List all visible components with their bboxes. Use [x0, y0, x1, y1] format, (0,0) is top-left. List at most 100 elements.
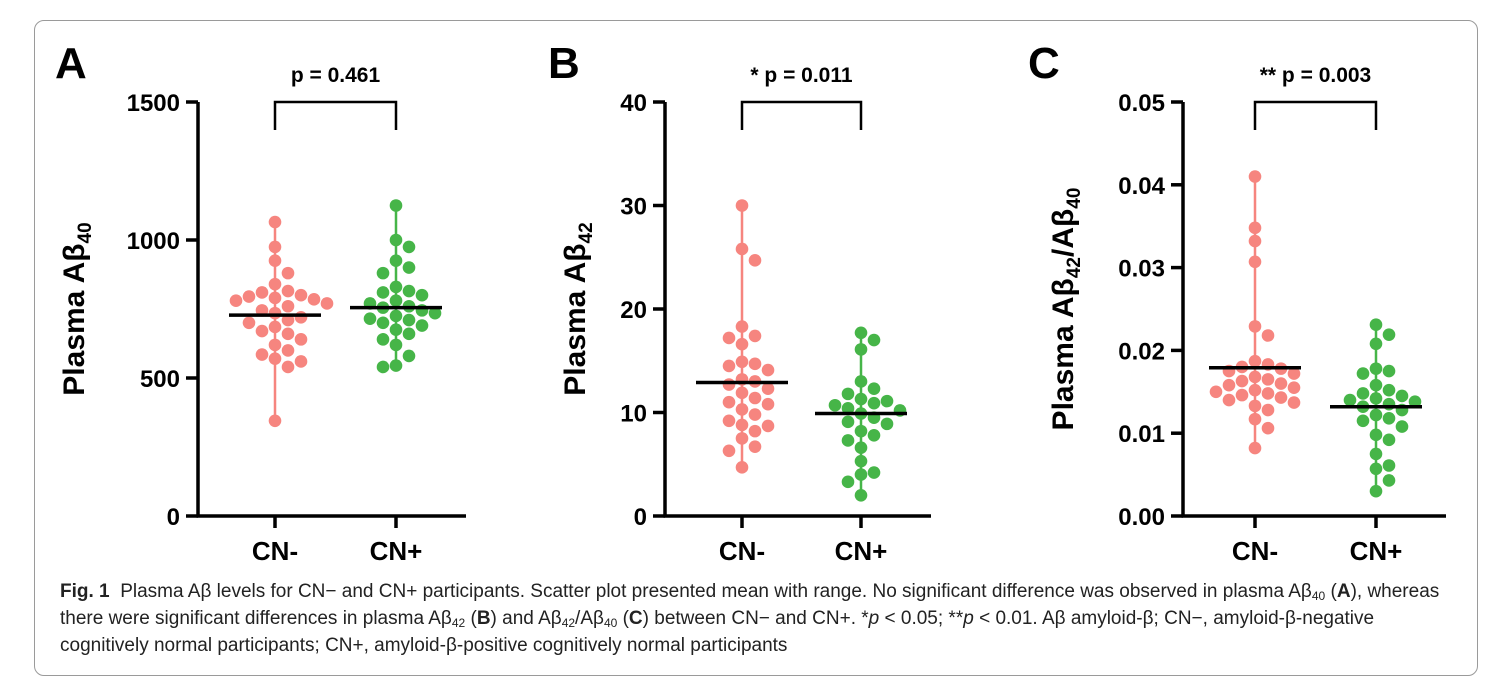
data-point	[389, 199, 403, 212]
y-tick-label: 10	[620, 401, 647, 428]
data-point	[1235, 374, 1249, 388]
caption-sub-42a: 42	[451, 616, 466, 630]
data-point	[722, 414, 736, 428]
data-point	[1369, 392, 1383, 405]
data-point	[255, 324, 269, 338]
data-point	[294, 310, 308, 324]
data-point	[735, 418, 749, 432]
data-point	[268, 291, 282, 305]
data-point	[841, 415, 855, 429]
data-point	[748, 391, 762, 405]
data-point	[854, 454, 868, 468]
caption-text-5: ) and Aβ	[490, 608, 562, 629]
data-point	[320, 297, 334, 310]
caption-p-1: p	[868, 608, 880, 629]
data-point	[722, 378, 736, 391]
data-point	[1369, 337, 1383, 351]
data-point	[1369, 362, 1383, 375]
y-tick-label: 0.00	[1118, 504, 1165, 531]
data-point	[1382, 364, 1396, 378]
data-point	[389, 338, 403, 352]
y-axis-label: Plasma Aβ40	[58, 222, 96, 395]
data-point	[281, 327, 295, 341]
panel-a: A 0 500 1000 1500 CN- CN+ Plasma Aβ40 p = 0.461	[55, 39, 466, 566]
caption-sub-40a: 40	[1311, 589, 1326, 603]
data-point	[854, 392, 868, 406]
panel-b: B 0 10 20 30 40 CN- CN+ Plasma Aβ42 * p = 0.011	[548, 39, 931, 566]
data-point	[841, 387, 855, 401]
panel-letter: B	[548, 39, 580, 88]
data-point	[281, 284, 295, 298]
y-tick-label: 1000	[127, 228, 180, 255]
data-point	[828, 398, 842, 412]
data-point	[748, 329, 762, 343]
data-point	[376, 360, 390, 374]
data-point	[376, 333, 390, 346]
data-point	[1248, 383, 1262, 397]
data-point	[255, 348, 269, 361]
x-tick-label: CN-	[719, 536, 765, 566]
data-point	[1248, 170, 1262, 183]
caption-panel-c: C	[628, 608, 643, 629]
data-point	[735, 320, 749, 333]
caption-text-2: (	[1325, 581, 1337, 602]
data-point	[735, 199, 749, 212]
data-point	[1287, 381, 1301, 394]
data-point	[402, 327, 416, 341]
data-point	[402, 261, 416, 274]
figure-frame	[34, 20, 1478, 676]
x-tick-label: CN+	[1350, 536, 1403, 566]
data-point	[229, 294, 243, 308]
data-point	[854, 343, 868, 356]
data-point	[854, 326, 868, 340]
data-point	[1222, 393, 1236, 407]
data-point	[1261, 421, 1275, 435]
data-point	[268, 254, 282, 267]
data-point	[268, 352, 282, 365]
data-point	[722, 359, 736, 373]
caption-sub-42b: 42	[561, 616, 576, 630]
data-point	[1356, 387, 1370, 400]
data-point	[867, 466, 881, 479]
data-point	[281, 344, 295, 357]
data-point	[242, 316, 256, 330]
y-tick-label: 0.03	[1118, 256, 1165, 283]
data-point	[735, 432, 749, 445]
data-point	[841, 434, 855, 447]
data-point	[389, 280, 403, 294]
data-point	[1248, 221, 1262, 235]
data-point	[1274, 391, 1288, 404]
caption-panel-a: A	[1336, 581, 1351, 602]
data-point	[1248, 320, 1262, 333]
data-point	[722, 444, 736, 458]
data-point	[867, 382, 881, 395]
caption-text-3: ), whereas there were significant differ…	[60, 581, 1440, 629]
data-point	[402, 284, 416, 298]
data-point	[1287, 396, 1301, 409]
y-tick-label: 0	[167, 504, 180, 531]
data-point	[415, 288, 429, 302]
caption-text-8: ) between CN− and CN+. *	[642, 608, 869, 629]
y-tick-label: 0.04	[1118, 173, 1165, 200]
y-tick-label: 0.01	[1118, 421, 1165, 448]
data-point	[761, 363, 775, 377]
significance-annotation: p = 0.461	[291, 64, 381, 87]
y-axis-label-part: Plasma Aβ	[559, 243, 592, 395]
data-point	[1235, 388, 1249, 402]
data-point	[735, 355, 749, 369]
caption-text-7: (	[617, 608, 629, 629]
data-point	[428, 306, 442, 320]
panel-letter: C	[1028, 39, 1060, 88]
y-axis-label: Plasma Aβ42/Aβ40	[1047, 188, 1085, 431]
data-point	[389, 294, 403, 308]
data-point	[1382, 411, 1396, 425]
data-point	[854, 375, 868, 388]
data-point	[748, 440, 762, 453]
data-point	[1382, 397, 1396, 411]
data-point	[867, 333, 881, 347]
data-point	[1382, 328, 1396, 341]
data-point	[867, 396, 881, 410]
y-axis-label-part: Plasma Aβ	[1047, 278, 1080, 430]
data-point	[735, 403, 749, 416]
data-point	[1274, 377, 1288, 390]
